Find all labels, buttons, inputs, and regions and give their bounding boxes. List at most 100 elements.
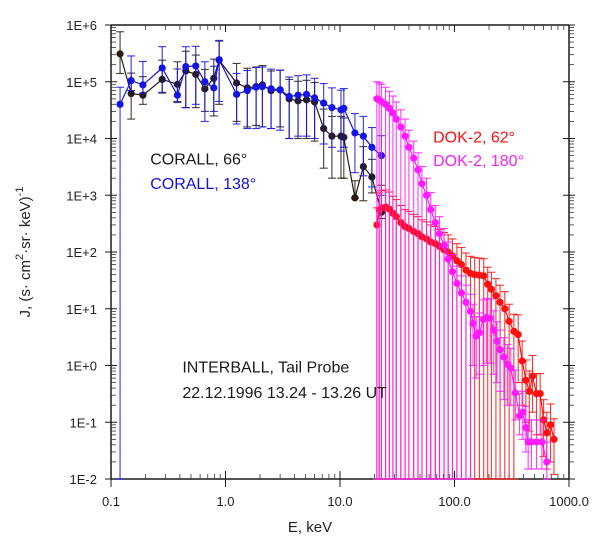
data-point xyxy=(480,272,488,280)
data-point xyxy=(215,56,223,64)
annotation-dok62: DOK-2, 62° xyxy=(433,130,515,147)
series-layer xyxy=(116,31,559,480)
data-point xyxy=(466,307,475,315)
data-point xyxy=(486,314,494,322)
data-point xyxy=(518,357,526,365)
data-point xyxy=(158,64,166,72)
x-tick-label: 1000.0 xyxy=(549,494,589,509)
data-point xyxy=(431,218,439,227)
data-point xyxy=(359,132,367,140)
data-point xyxy=(351,194,359,202)
data-point xyxy=(440,241,448,250)
y-tick-label: 1E+6 xyxy=(66,18,97,33)
data-point xyxy=(243,86,251,95)
data-point xyxy=(457,289,466,297)
data-point xyxy=(182,62,190,71)
data-point xyxy=(201,78,209,86)
y-tick-label: 1E+3 xyxy=(66,188,97,203)
data-point xyxy=(302,90,311,98)
y-tick-label: 1E+5 xyxy=(66,75,97,90)
data-point xyxy=(173,91,181,99)
y-tick-label: 1E+0 xyxy=(66,359,97,374)
data-point xyxy=(232,90,241,98)
data-point xyxy=(444,255,452,263)
data-point xyxy=(453,279,461,287)
data-point xyxy=(525,387,533,395)
data-point xyxy=(543,458,551,466)
data-point xyxy=(320,99,328,107)
series-3 xyxy=(372,81,551,480)
data-point xyxy=(285,92,293,101)
y-tick-label: 1E-1 xyxy=(70,415,97,430)
y-axis-title-sup1: 2 xyxy=(14,254,26,260)
data-point xyxy=(514,331,522,339)
y-axis-title-mid: ·sr· keV) xyxy=(17,196,34,254)
annotation-corall66: CORALL, 66° xyxy=(150,151,247,168)
data-point xyxy=(462,298,470,306)
data-point xyxy=(511,389,519,397)
data-point xyxy=(550,435,558,443)
data-point xyxy=(116,100,124,108)
data-point xyxy=(340,104,348,112)
data-point xyxy=(532,438,541,446)
data-point xyxy=(528,372,537,380)
data-point xyxy=(401,132,409,140)
data-point xyxy=(543,429,551,437)
data-point xyxy=(457,260,466,269)
data-point xyxy=(368,143,376,151)
y-tick-label: 1E+2 xyxy=(66,245,97,260)
data-point xyxy=(507,364,515,372)
data-point xyxy=(522,424,530,432)
data-point xyxy=(310,94,319,102)
data-point xyxy=(351,129,359,137)
y-tick-label: 1E+1 xyxy=(66,302,97,317)
data-point xyxy=(294,91,302,99)
y-axis-title-sup2: -1 xyxy=(14,187,26,197)
x-tick-label: 1.0 xyxy=(216,494,234,509)
data-point xyxy=(127,89,135,98)
x-tick-label: 100.0 xyxy=(438,494,471,509)
data-point xyxy=(210,84,218,92)
data-point xyxy=(127,76,135,85)
labels-layer: CORALL, 66° CORALL, 138° DOK-2, 62° DOK-2, … xyxy=(150,130,524,402)
data-point xyxy=(389,109,397,117)
data-point xyxy=(397,123,405,131)
data-point xyxy=(192,62,200,70)
data-point xyxy=(538,438,546,446)
data-point xyxy=(116,50,124,58)
data-point xyxy=(276,86,284,94)
data-point xyxy=(500,353,508,361)
data-point xyxy=(487,285,495,293)
data-point xyxy=(522,376,530,384)
data-point xyxy=(536,389,544,398)
data-point xyxy=(139,81,147,89)
data-point xyxy=(405,143,413,151)
x-axis-title: E, keV xyxy=(288,519,332,536)
data-point xyxy=(469,319,477,328)
y-tick-label: 1E+4 xyxy=(66,132,97,147)
axes: 1E-2 1E-1 1E+0 1E+1 1E+2 1E+3 1E+4 1E+5 1E+6 0.1 1… xyxy=(66,18,589,509)
data-point xyxy=(484,280,492,288)
data-point xyxy=(475,328,484,337)
annotation-mission: INTERBALL, Tail Probe xyxy=(182,360,349,377)
y-axis-title-main: J, (s· cm xyxy=(17,260,34,318)
data-point xyxy=(492,292,500,300)
data-point xyxy=(418,180,426,188)
series-1 xyxy=(116,39,386,480)
data-point xyxy=(448,268,457,276)
data-point xyxy=(527,438,536,446)
y-tick-label: 1E-2 xyxy=(70,472,97,487)
data-point xyxy=(501,305,509,313)
data-point xyxy=(427,205,435,214)
data-point xyxy=(505,317,513,325)
data-point xyxy=(328,104,336,112)
data-point xyxy=(252,83,260,91)
annotation-time: 22.12.1996 13.24 - 13.26 UT xyxy=(182,385,387,402)
x-tick-label: 0.1 xyxy=(102,494,120,509)
data-point xyxy=(392,115,400,123)
y-axis-title: J, (s· cm2·sr· keV)-1 xyxy=(14,187,34,318)
data-point xyxy=(435,230,444,238)
data-point xyxy=(490,326,498,334)
data-point xyxy=(496,346,504,354)
